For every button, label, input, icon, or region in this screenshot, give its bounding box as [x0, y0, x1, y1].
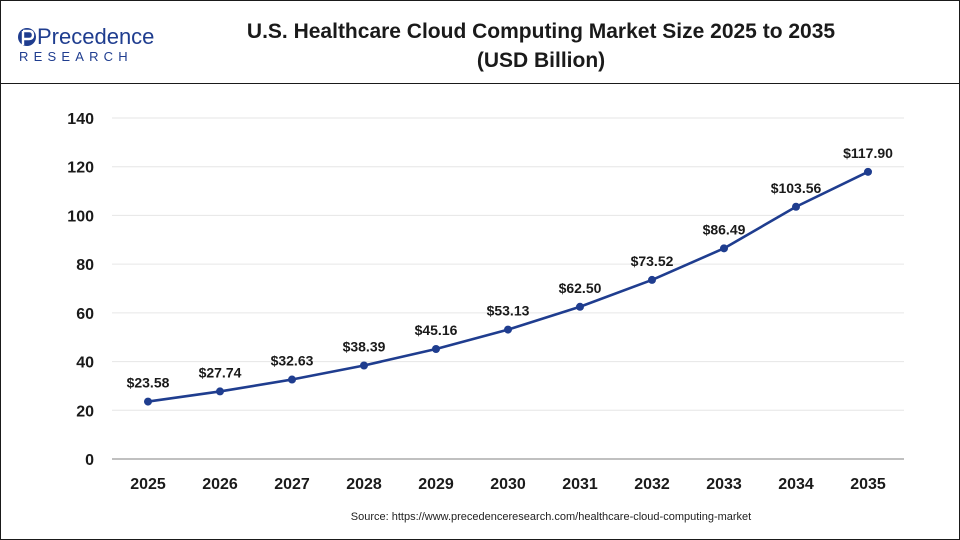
x-tick-label: 2034 [778, 476, 814, 493]
y-tick-label: 80 [76, 257, 94, 274]
x-tick-label: 2028 [346, 476, 382, 493]
data-point [504, 325, 512, 334]
data-point [576, 302, 584, 311]
precedence-research-logo: Precedence RESEARCH [18, 24, 154, 64]
logo-sub: RESEARCH [19, 49, 133, 64]
data-label: $103.56 [771, 180, 822, 196]
y-tick-label: 120 [67, 160, 94, 177]
data-point [432, 345, 440, 354]
data-point [144, 397, 152, 406]
data-label: $27.74 [199, 364, 242, 380]
data-label: $86.49 [703, 221, 746, 237]
logo-word: Precedence [37, 24, 154, 49]
x-tick-label: 2032 [634, 476, 670, 493]
data-point [288, 375, 296, 384]
x-tick-label: 2035 [850, 476, 886, 493]
source-note: Source: https://www.precedenceresearch.c… [350, 511, 752, 523]
data-label: $32.63 [271, 353, 314, 369]
y-tick-label: 140 [67, 111, 94, 128]
data-label: $53.13 [487, 303, 530, 319]
x-tick-label: 2026 [202, 476, 238, 493]
data-point [792, 202, 800, 211]
data-label: $38.39 [343, 338, 386, 354]
data-label: $23.58 [127, 375, 170, 391]
title-line-1: U.S. Healthcare Cloud Computing Market S… [246, 20, 836, 43]
chart-title: U.S. Healthcare Cloud Computing Market S… [191, 17, 891, 75]
header: Precedence RESEARCH U.S. Healthcare Clou… [1, 1, 959, 84]
x-tick-label: 2029 [418, 476, 454, 493]
data-point [360, 361, 368, 370]
x-tick-label: 2030 [490, 476, 526, 493]
title-line-2: (USD Billion) [476, 49, 606, 72]
data-label: $62.50 [559, 280, 602, 296]
series-line [147, 170, 869, 403]
data-point [864, 167, 872, 176]
y-tick-label: 20 [76, 403, 94, 420]
data-label: $117.90 [843, 145, 893, 161]
x-tick-label: 2031 [562, 476, 598, 493]
line-chart: 0 20 40 60 80 100 120 140 2025 2026 2027 2028 2029 20… [67, 111, 904, 493]
data-label: $45.16 [415, 322, 458, 338]
x-tick-label: 2033 [706, 476, 742, 493]
x-tick-label: 2027 [274, 476, 310, 493]
y-tick-label: 0 [85, 452, 94, 469]
data-point [720, 244, 728, 253]
y-tick-label: 40 [76, 355, 94, 372]
data-point [216, 387, 224, 396]
data-point [648, 275, 656, 284]
y-tick-label: 60 [76, 306, 94, 323]
y-tick-label: 100 [67, 208, 94, 225]
data-label: $73.52 [631, 253, 674, 269]
x-tick-label: 2025 [130, 476, 166, 493]
